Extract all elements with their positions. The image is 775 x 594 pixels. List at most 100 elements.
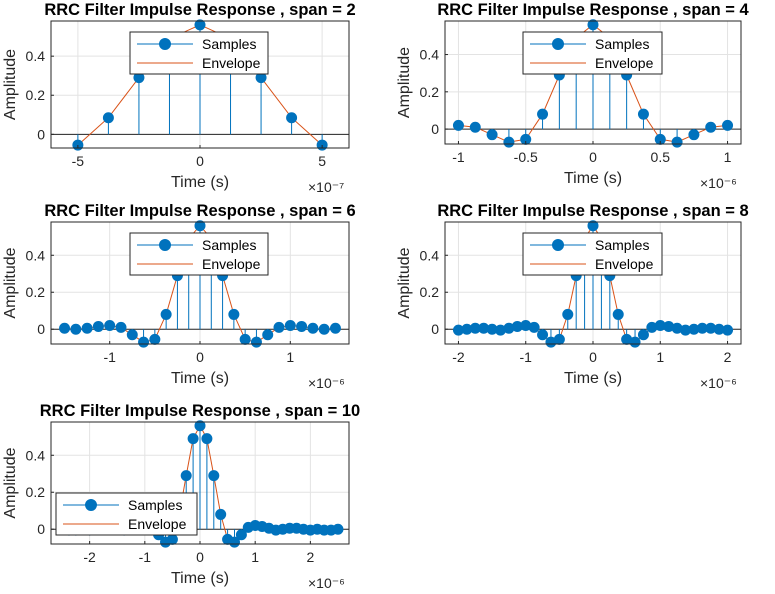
x-tick-label: -1 [452, 149, 465, 165]
sample-marker [587, 19, 599, 31]
sample-marker [637, 329, 649, 341]
sample-marker [138, 336, 150, 348]
x-tick-label: -0.5 [514, 149, 538, 165]
sample-marker [273, 321, 285, 333]
sample-marker [180, 470, 192, 482]
legend: Samples Envelope [522, 232, 663, 276]
sample-marker [307, 322, 319, 334]
chart-title: RRC Filter Impulse Response , span = 10 [40, 402, 360, 420]
sample-marker [115, 321, 127, 333]
y-axis-label: Amplitude [396, 47, 413, 118]
chart-3: -1 0 1 0 0.2 0.4 RRC Filter Impulse Response ,… [2, 202, 356, 391]
legend-samples-marker [552, 38, 564, 50]
sample-marker [553, 333, 565, 345]
chart-5: -2 -1 0 1 2 0 0.2 0.4 RRC Filter Impulse Respons… [2, 402, 360, 591]
x-axis-label: Time (s) [564, 170, 622, 187]
sample-marker [332, 523, 344, 535]
y-axis-label: Amplitude [2, 247, 19, 318]
legend-samples-label: Samples [128, 497, 182, 513]
y-tick-label: 0 [37, 126, 45, 142]
sample-marker [166, 533, 178, 545]
sample-marker [59, 322, 71, 334]
legend: Samples Envelope [129, 31, 269, 75]
sample-marker [671, 136, 683, 148]
legend-samples-label: Samples [595, 36, 649, 52]
x-exponent-label: ×10⁻⁶ [700, 375, 737, 391]
sample-marker [187, 433, 199, 445]
sample-marker [537, 329, 549, 341]
legend-samples-marker [85, 499, 97, 511]
x-axis-label: Time (s) [171, 570, 229, 587]
legend-samples-label: Samples [595, 237, 649, 253]
legend-samples-marker [552, 239, 564, 251]
sample-marker [194, 220, 206, 232]
x-tick-label: 1 [251, 549, 259, 565]
sample-marker [160, 308, 172, 320]
sample-marker [705, 121, 717, 133]
legend-samples-marker [159, 239, 171, 251]
legend-box [129, 31, 269, 75]
sample-marker [126, 329, 138, 341]
chart-title: RRC Filter Impulse Response , span = 6 [44, 202, 355, 220]
legend: Samples Envelope [522, 31, 663, 75]
sample-marker [587, 220, 599, 232]
sample-marker [70, 323, 82, 335]
sample-marker [612, 308, 624, 320]
x-tick-label: -1 [520, 349, 533, 365]
legend-envelope-label: Envelope [202, 55, 261, 71]
sample-marker [208, 470, 220, 482]
x-tick-label: -2 [452, 349, 465, 365]
legend-samples-marker [159, 38, 171, 50]
sample-marker [722, 324, 734, 336]
y-tick-label: 0.2 [26, 484, 46, 500]
y-tick-label: 0 [37, 521, 45, 537]
y-tick-label: 0.4 [420, 247, 440, 263]
legend-box [55, 492, 198, 536]
sample-marker [104, 320, 116, 332]
y-tick-label: 0.4 [26, 247, 46, 263]
y-axis-label: Amplitude [396, 247, 413, 318]
x-exponent-label: ×10⁻⁶ [308, 575, 345, 591]
x-exponent-label: ×10⁻⁷ [308, 179, 344, 195]
legend-envelope-label: Envelope [128, 516, 187, 532]
sample-marker [537, 108, 549, 120]
sample-marker [629, 336, 641, 348]
y-tick-label: 0 [37, 321, 45, 337]
y-tick-label: 0 [431, 321, 439, 337]
sample-marker [486, 129, 498, 141]
x-tick-label: 0 [196, 153, 204, 169]
sample-marker [722, 119, 734, 131]
x-tick-label: 0 [196, 349, 204, 365]
chart-title: RRC Filter Impulse Response , span = 8 [437, 202, 748, 220]
y-axis-label: Amplitude [2, 49, 19, 120]
y-axis-label: Amplitude [2, 447, 19, 518]
legend-box [522, 232, 663, 276]
x-tick-label: 0.5 [651, 149, 671, 165]
sample-marker [250, 336, 262, 348]
x-tick-label: 2 [306, 549, 314, 565]
legend-box [129, 232, 269, 276]
sample-marker [637, 108, 649, 120]
x-tick-label: 2 [724, 349, 732, 365]
sample-marker [688, 129, 700, 141]
y-tick-label: 0.2 [420, 84, 440, 100]
y-tick-label: 0.2 [26, 87, 46, 103]
sample-marker [452, 119, 464, 131]
legend-envelope-label: Envelope [595, 55, 654, 71]
x-axis-label: Time (s) [171, 370, 229, 387]
x-tick-label: 1 [286, 349, 294, 365]
sample-marker [296, 320, 308, 332]
x-tick-label: -5 [72, 153, 85, 169]
chart-title: RRC Filter Impulse Response , span = 4 [437, 1, 749, 19]
sample-marker [228, 308, 240, 320]
x-tick-label: 5 [318, 153, 326, 169]
y-tick-label: 0.2 [26, 284, 46, 300]
chart-title: RRC Filter Impulse Response , span = 2 [44, 1, 355, 19]
legend-samples-label: Samples [202, 237, 256, 253]
y-tick-label: 0.4 [26, 48, 46, 64]
sample-marker [194, 19, 206, 31]
x-exponent-label: ×10⁻⁶ [700, 175, 737, 191]
sample-marker [562, 308, 574, 320]
sample-marker [215, 508, 227, 520]
